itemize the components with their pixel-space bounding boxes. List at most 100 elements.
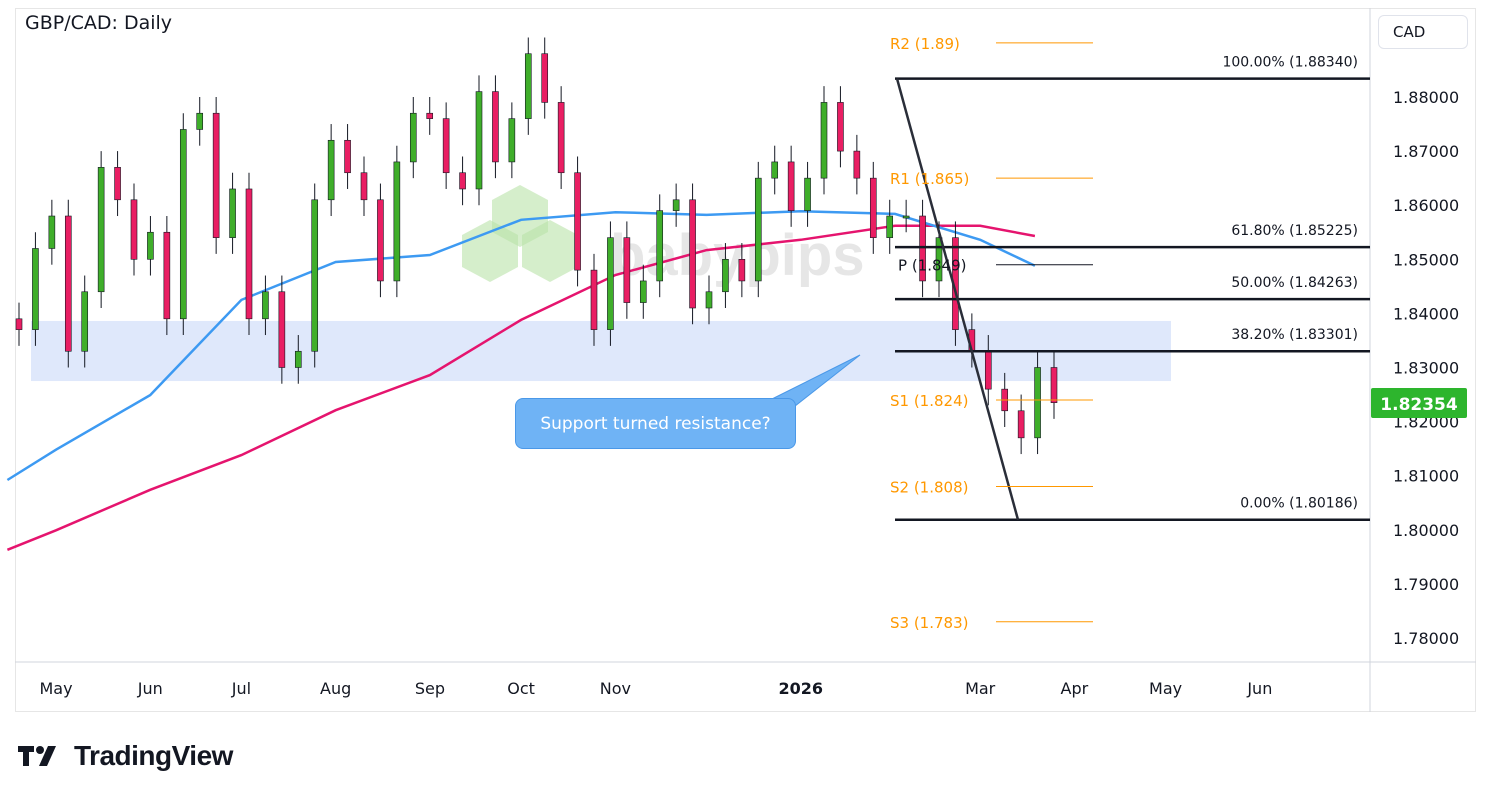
price-tick-label: 1.85000 xyxy=(1393,250,1459,269)
ma-fast-line xyxy=(6,209,1036,482)
candle-body xyxy=(48,215,56,249)
candle-body xyxy=(738,258,746,282)
candle-body xyxy=(672,199,680,211)
tradingview-logo[interactable]: TradingView xyxy=(18,740,233,772)
fib-level-label: 0.00% (1.80186) xyxy=(1240,496,1358,512)
candle-body xyxy=(771,161,779,179)
candle-body xyxy=(344,139,351,174)
candle-body xyxy=(32,248,39,330)
candle-body xyxy=(163,231,171,320)
pivot-label: S3 (1.783) xyxy=(890,614,968,632)
watermark-cube-icon xyxy=(522,220,578,282)
candle-body xyxy=(475,91,483,190)
candle-body xyxy=(1034,367,1041,439)
candle-body xyxy=(524,53,532,119)
candle-body xyxy=(754,177,762,282)
ma-slow-line xyxy=(6,224,1036,551)
pivot-label: S1 (1.824) xyxy=(890,392,968,410)
last-price-label: 1.82354 xyxy=(1380,395,1458,415)
candle-body xyxy=(327,139,335,201)
candle-body xyxy=(97,167,105,293)
time-tick-label: Oct xyxy=(507,679,535,698)
price-tick-label: 1.83000 xyxy=(1393,359,1459,378)
time-tick-label: 2026 xyxy=(779,679,824,698)
candle-body xyxy=(607,237,614,330)
candle-body xyxy=(196,112,204,130)
price-tick-label: 1.80000 xyxy=(1393,521,1459,540)
candle-body xyxy=(459,172,466,190)
time-tick-label: May xyxy=(39,679,72,698)
time-tick-label: Jun xyxy=(1246,679,1272,698)
candle-body xyxy=(377,199,384,282)
candle-body xyxy=(409,112,417,163)
candle-body xyxy=(869,177,877,238)
candle-body xyxy=(179,129,187,320)
candle-body xyxy=(557,102,565,174)
candle-body xyxy=(245,188,253,320)
candle-body xyxy=(229,188,236,238)
candle-body xyxy=(81,291,89,352)
pivot-label: R2 (1.89) xyxy=(890,35,960,53)
candle-body xyxy=(919,215,926,282)
candle-body xyxy=(787,161,795,211)
candle-body xyxy=(705,291,713,309)
chart-frame xyxy=(15,8,1476,712)
time-tick-label: Mar xyxy=(965,679,996,698)
pivot-label: R1 (1.865) xyxy=(890,170,969,188)
candle-body xyxy=(1017,410,1025,439)
candle-body xyxy=(574,172,581,271)
tradingview-logo-icon xyxy=(18,746,56,766)
time-tick-label: Jul xyxy=(231,679,251,698)
candle-body xyxy=(837,102,844,152)
fib-level-label: 38.20% (1.83301) xyxy=(1231,327,1358,343)
candle-body xyxy=(15,318,23,330)
candle-body xyxy=(722,258,729,293)
watermark-cube-icon xyxy=(462,220,518,282)
candle-body xyxy=(820,102,828,179)
time-tick-label: Nov xyxy=(600,679,631,698)
candle-body xyxy=(541,53,549,103)
fib-level-label: 50.00% (1.84263) xyxy=(1231,275,1358,291)
tradingview-brand: TradingView xyxy=(74,740,233,771)
price-tick-label: 1.87000 xyxy=(1393,142,1459,161)
price-tick-label: 1.79000 xyxy=(1393,575,1459,594)
pivot-label: P (1.849) xyxy=(898,257,966,275)
price-tick-label: 1.81000 xyxy=(1393,467,1459,486)
candle-body xyxy=(639,280,647,303)
fib-level-label: 61.80% (1.85225) xyxy=(1231,223,1358,239)
candle-body xyxy=(902,215,910,219)
fib-level-label: 100.00% (1.88340) xyxy=(1222,55,1358,71)
candle-body xyxy=(935,237,943,282)
price-tick-label: 1.78000 xyxy=(1393,629,1459,648)
watermark: babypips xyxy=(610,223,865,288)
candle-body xyxy=(393,161,401,282)
candle-body xyxy=(886,215,894,238)
candle-body xyxy=(212,112,220,238)
candle-body xyxy=(984,350,992,390)
price-tick-label: 1.88000 xyxy=(1393,88,1459,107)
candle-body xyxy=(853,150,861,179)
candle-body xyxy=(1050,367,1058,403)
candle-body xyxy=(804,177,811,211)
candle-body xyxy=(147,231,154,260)
candle-body xyxy=(294,350,302,368)
candle-body xyxy=(426,112,434,119)
candle-body xyxy=(64,215,72,352)
currency-button[interactable]: CAD xyxy=(1378,15,1468,49)
trend-line xyxy=(895,78,1020,521)
candle-body xyxy=(114,167,121,201)
time-tick-label: May xyxy=(1149,679,1182,698)
candle-body xyxy=(656,210,664,282)
candle-body xyxy=(360,172,368,201)
time-tick-label: Apr xyxy=(1061,679,1089,698)
candle-body xyxy=(689,199,696,309)
last-price-badge xyxy=(1371,388,1467,418)
annotation-callout: Support turned resistance? xyxy=(515,398,796,449)
candle-body xyxy=(492,91,499,163)
time-tick-label: Aug xyxy=(320,679,351,698)
chart-title: GBP/CAD: Daily xyxy=(25,12,173,34)
candle-body xyxy=(311,199,319,352)
candle-body xyxy=(623,237,631,303)
pivot-label: S2 (1.808) xyxy=(890,479,968,497)
